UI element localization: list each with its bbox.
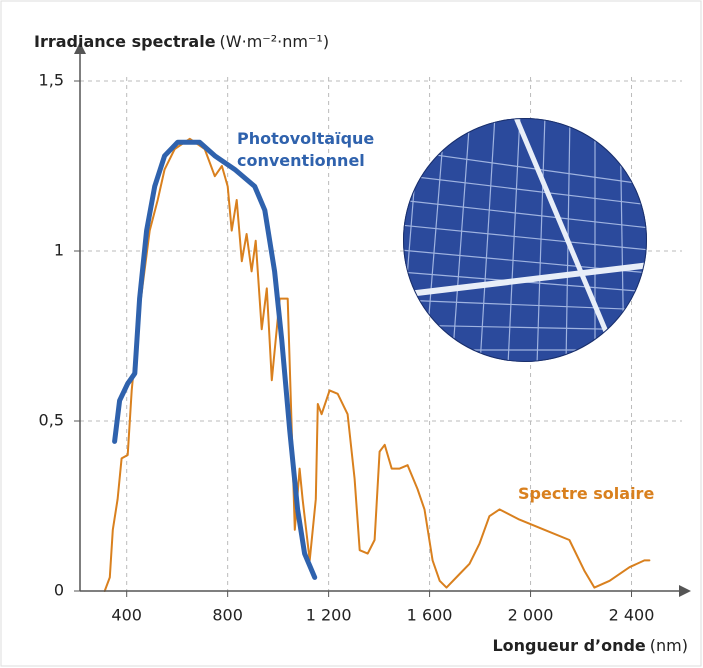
series-label: Photovoltaïque conventionnel	[237, 129, 375, 170]
x-tick-label: 400	[111, 606, 142, 625]
plot	[103, 137, 651, 592]
x-tick-label: 1 200	[306, 606, 352, 625]
x-tick-label: 1 600	[407, 606, 453, 625]
series-label: Spectre solaire	[518, 484, 655, 503]
series-line	[112, 139, 318, 580]
y-tick-label: 0	[54, 581, 64, 600]
y-tick-label: 1,5	[39, 71, 64, 90]
x-tick-label: 2 000	[508, 606, 554, 625]
x-tick-label: 2 400	[609, 606, 655, 625]
y-tick-label: 1	[54, 241, 64, 260]
x-tick-label: 800	[212, 606, 243, 625]
y-axis-title: Irradiance spectrale (W·m⁻²·nm⁻¹)	[34, 32, 329, 51]
x-axis-unit: (nm)	[650, 636, 688, 655]
x-axis-label: Longueur d’onde	[492, 636, 645, 655]
y-axis-unit: (W·m⁻²·nm⁻¹)	[220, 32, 330, 51]
y-axis-label: Irradiance spectrale	[34, 32, 216, 51]
solar-panel-photo	[403, 118, 647, 362]
series-line	[103, 137, 651, 592]
x-axis-title: Longueur d’onde (nm)	[492, 636, 688, 655]
y-tick-label: 0,5	[39, 411, 64, 430]
